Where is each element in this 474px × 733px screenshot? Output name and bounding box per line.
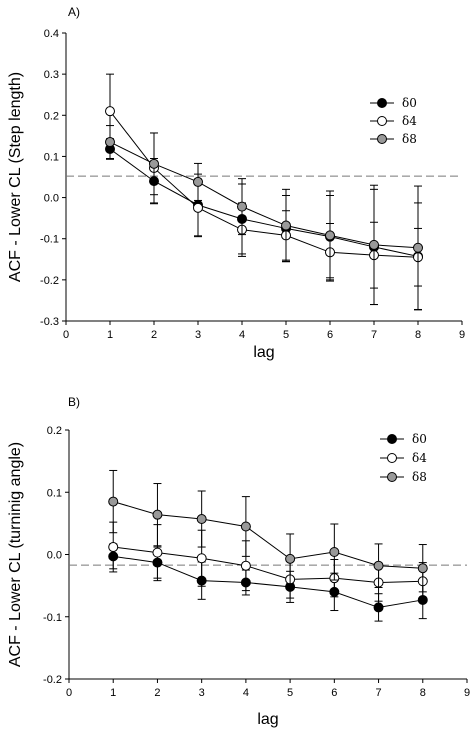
y-tick-label: -0.1	[40, 234, 59, 246]
data-point	[281, 220, 291, 231]
x-tick-label: 4	[239, 329, 245, 341]
x-tick-label: 9	[459, 329, 465, 341]
data-point	[369, 239, 379, 250]
data-point	[417, 563, 428, 574]
data-point	[152, 509, 163, 520]
y-tick-label: -0.2	[43, 674, 62, 686]
x-tick-label: 8	[420, 687, 426, 699]
legend-marker	[387, 472, 397, 482]
data-point	[413, 242, 423, 253]
data-point	[105, 137, 115, 148]
x-tick-label: 1	[107, 329, 113, 341]
x-tick-label: 7	[371, 329, 377, 341]
y-tick-label: -0.2	[40, 275, 59, 287]
series-3	[108, 469, 428, 593]
data-point	[193, 176, 203, 187]
y-tick-label: -0.3	[40, 316, 59, 328]
data-point	[240, 521, 251, 532]
y-tick-label: 0.1	[44, 151, 59, 163]
x-tick-label: 6	[331, 687, 337, 699]
series-line	[109, 110, 419, 258]
x-tick-label: 0	[66, 687, 72, 699]
data-point	[193, 202, 203, 213]
x-tick-label: 5	[287, 687, 293, 699]
x-tick-label: 2	[151, 329, 157, 341]
data-point	[285, 553, 296, 564]
data-point	[152, 547, 163, 558]
data-point	[108, 542, 119, 553]
data-point	[240, 560, 251, 571]
legend-label: δ4	[402, 114, 417, 128]
x-tick-label: 5	[283, 329, 289, 341]
y-tick-label: 0.2	[44, 110, 59, 122]
x-tick-label: 6	[327, 329, 333, 341]
x-tick-label: 7	[375, 687, 381, 699]
x-tick-label: 3	[199, 687, 205, 699]
data-point	[373, 602, 384, 613]
legend-marker	[377, 98, 387, 108]
series-line	[113, 546, 423, 584]
x-axis-title: lag	[257, 711, 278, 728]
legend-label: δ8	[412, 470, 427, 484]
x-tick-label: 2	[154, 687, 160, 699]
legend-label: δ0	[402, 96, 417, 110]
y-tick-label: 0.3	[44, 69, 59, 81]
data-point	[149, 158, 159, 169]
series-line	[109, 141, 419, 249]
panel-label: B)	[68, 395, 80, 409]
legend-label: δ4	[412, 451, 427, 465]
x-tick-label: 4	[243, 687, 249, 699]
legend-label: δ8	[402, 132, 417, 146]
data-point	[329, 547, 340, 558]
legend-marker	[377, 134, 387, 144]
y-tick-label: 0.4	[44, 28, 59, 40]
data-point	[373, 560, 384, 571]
legend-marker	[387, 453, 397, 463]
data-point	[196, 514, 207, 525]
data-point	[237, 201, 247, 212]
legend-label: δ0	[412, 432, 427, 446]
series-3	[105, 125, 423, 310]
chart-panel-a: -0.3 -0.2 -0.1 0.0 0.1 0.2 0.3 0.4 0 1 2 3 4 5 6 7 8 9 A) l…	[7, 5, 465, 361]
y-tick-label: 0.0	[44, 193, 59, 205]
legend: δ0 δ4 δ8	[380, 432, 427, 484]
series-line	[113, 501, 423, 569]
chart-panel-b: -0.2 -0.1 0.0 0.1 0.2 0 1 2 3 4 5 6 7 8 9 B) lag ACF - Lo…	[7, 395, 470, 728]
legend-marker	[387, 434, 397, 444]
x-axis-title: lag	[253, 344, 274, 361]
data-point	[105, 106, 115, 117]
series-line	[113, 555, 423, 608]
x-tick-label: 0	[63, 329, 69, 341]
legend-marker	[377, 116, 387, 126]
y-tick-label: 0.2	[47, 425, 62, 437]
y-axis-title: ACF - Lower CL (Step length)	[7, 72, 24, 282]
x-tick-label: 3	[195, 329, 201, 341]
panel-label: A)	[68, 5, 80, 19]
data-point	[196, 553, 207, 564]
y-axis-title: ACF - Lower CL (turninig angle)	[7, 442, 24, 667]
y-tick-label: 0.1	[47, 487, 62, 499]
data-point	[108, 496, 119, 507]
y-tick-label: 0.0	[47, 550, 62, 562]
data-point	[325, 230, 335, 241]
y-tick-label: -0.1	[43, 612, 62, 624]
x-tick-label: 9	[464, 687, 470, 699]
x-tick-label: 8	[415, 329, 421, 341]
x-tick-label: 1	[110, 687, 116, 699]
series-line	[109, 148, 419, 257]
legend: δ0 δ4 δ8	[370, 96, 417, 146]
